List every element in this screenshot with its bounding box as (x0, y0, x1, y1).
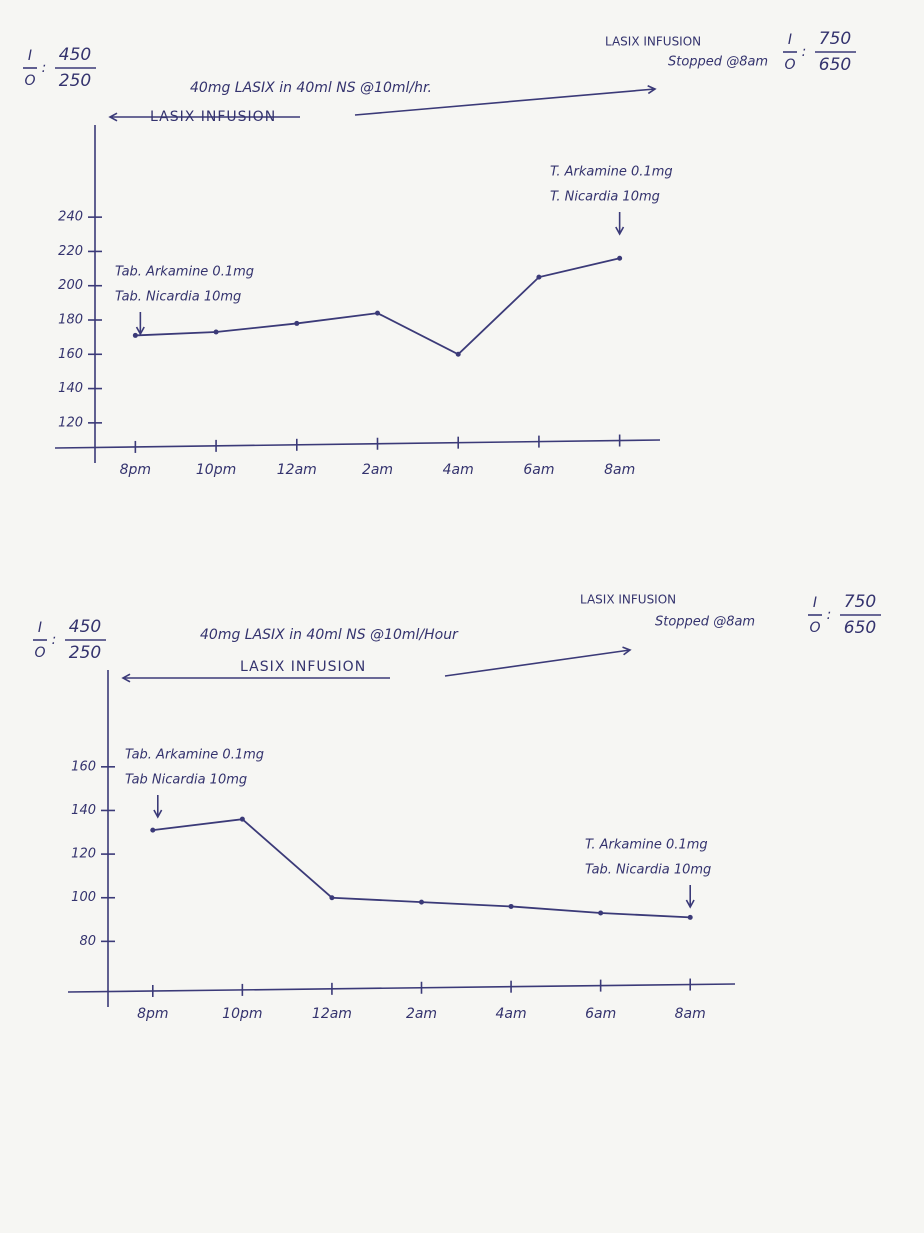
data-point (508, 903, 514, 909)
dose-note: Tab. Nicardia 10mg (115, 290, 241, 305)
dose-note: Tab. Nicardia 10mg (585, 863, 711, 878)
arrow-head (647, 85, 657, 95)
infusion-label: LASIX INFUSION (240, 659, 366, 675)
arrow-head (121, 673, 131, 683)
x-tick-label: 12am (312, 1006, 352, 1022)
y-tick-label: 80 (79, 934, 96, 949)
data-point (375, 310, 380, 316)
y-tick-label: 120 (71, 847, 96, 862)
arrow-head (615, 226, 625, 236)
dose-note: Tab. Arkamine 0.1mg (125, 748, 264, 763)
infusion-note: 40mg LASIX in 40ml NS @10ml/hr. (190, 80, 432, 96)
io-label: O (24, 73, 35, 89)
data-point (239, 816, 245, 822)
arrow-head (622, 646, 632, 656)
dose-note: Tab. Arkamine 0.1mg (115, 265, 254, 280)
x-axis (67, 983, 736, 993)
io-label: O (809, 620, 820, 636)
y-tick-label: 120 (58, 415, 83, 430)
output: 650 (844, 618, 876, 638)
x-tick-label: 4am (496, 1006, 527, 1022)
infusion-end: LASIX INFUSION (605, 35, 701, 49)
arrow-line (354, 88, 656, 116)
dose-note: T. Arkamine 0.1mg (550, 165, 673, 180)
x-tick-label: 2am (406, 1006, 437, 1022)
data-point (419, 899, 424, 905)
arrow-head (153, 809, 163, 819)
data-point (617, 255, 623, 261)
x-tick-label: 8pm (120, 462, 151, 478)
y-tick-label: 160 (71, 759, 96, 774)
dose-note: T. Arkamine 0.1mg (585, 838, 708, 853)
x-tick-label: 6am (585, 1006, 616, 1022)
data-point (294, 320, 300, 326)
colon: : (802, 44, 807, 60)
data-point (132, 332, 138, 338)
x-tick-label: 10pm (196, 462, 236, 478)
output: 250 (69, 643, 101, 663)
colon: : (52, 632, 57, 648)
x-tick-label: 12am (277, 462, 317, 478)
intake: 750 (844, 592, 876, 612)
y-tick-label: 160 (58, 347, 83, 362)
arrow-head (685, 899, 695, 909)
data-point (598, 910, 604, 916)
x-tick-label: 8am (604, 462, 635, 478)
y-tick-label: 100 (71, 890, 96, 905)
colon: : (42, 60, 47, 76)
io-label: I (38, 620, 42, 636)
dose-note: Tab Nicardia 10mg (125, 773, 247, 788)
x-tick-label: 8am (675, 1006, 706, 1022)
y-tick-label: 140 (71, 803, 96, 818)
data-point (455, 351, 461, 357)
intake: 750 (819, 29, 851, 49)
data-point (687, 914, 693, 920)
io-label: I (813, 595, 817, 611)
infusion-end: LASIX INFUSION (580, 593, 676, 607)
io-label: O (784, 57, 795, 73)
x-tick-label: 10pm (222, 1006, 262, 1022)
dose-note: T. Nicardia 10mg (550, 190, 660, 205)
output: 650 (819, 55, 851, 75)
arrow-head (135, 326, 145, 336)
x-tick-label: 2am (362, 462, 393, 478)
data-point (150, 827, 156, 833)
infusion-end: Stopped @8am (668, 55, 768, 70)
intake: 450 (69, 617, 101, 637)
arrow-line (444, 649, 631, 677)
data-point (213, 329, 219, 335)
io-label: I (28, 48, 32, 64)
x-tick-label: 8pm (137, 1006, 168, 1022)
data-point (536, 274, 542, 280)
y-tick-label: 220 (58, 244, 83, 259)
y-tick-label: 200 (58, 278, 83, 293)
infusion-note: 40mg LASIX in 40ml NS @10ml/Hour (200, 627, 459, 643)
data-point (329, 895, 335, 901)
intake: 450 (59, 45, 91, 65)
infusion-label: LASIX INFUSION (150, 109, 276, 125)
arrow-head (108, 112, 118, 122)
x-tick-label: 6am (523, 462, 554, 478)
io-label: I (788, 32, 792, 48)
x-axis (54, 439, 661, 449)
y-tick-label: 240 (58, 210, 83, 225)
colon: : (827, 607, 832, 623)
x-tick-label: 4am (443, 462, 474, 478)
output: 250 (59, 71, 91, 91)
y-tick-label: 140 (58, 381, 83, 396)
y-tick-label: 180 (58, 313, 83, 328)
infusion-end: Stopped @8am (655, 615, 755, 630)
io-label: O (34, 645, 45, 661)
